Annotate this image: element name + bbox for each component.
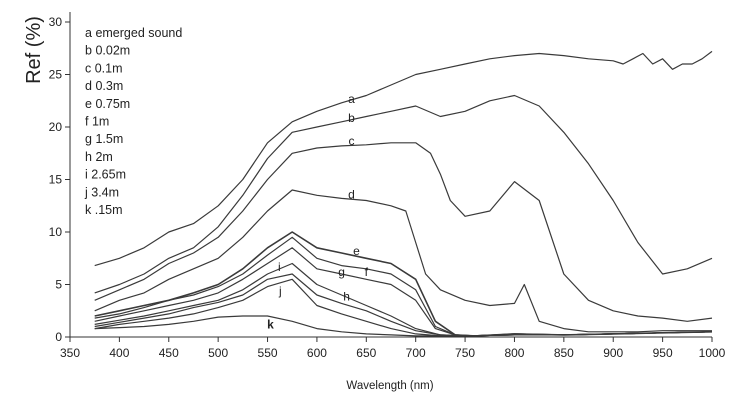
legend-label: 1.5m <box>95 132 123 146</box>
legend-label: 0.75m <box>95 97 130 111</box>
legend-entry-d: d 0.3m <box>85 79 123 93</box>
legend-key: h <box>85 150 95 164</box>
legend-entry-a: a emerged sound <box>85 26 182 40</box>
y-tick-label: 0 <box>55 330 62 344</box>
curve-label-c: c <box>348 134 354 148</box>
series-line-i <box>94 273 713 337</box>
legend-label: 0.1m <box>95 61 123 75</box>
x-tick-label: 650 <box>356 346 376 360</box>
series-line-h <box>94 262 713 337</box>
x-tick-label: 500 <box>208 346 228 360</box>
y-tick-label: 10 <box>49 225 63 239</box>
curve-label-j: j <box>278 284 282 298</box>
series-line-b <box>94 94 713 294</box>
x-tick-label: 550 <box>258 346 278 360</box>
legend-label: 2.65m <box>91 168 126 182</box>
legend-label: emerged sound <box>95 26 182 40</box>
legend-key: g <box>85 132 95 146</box>
legend-entry-b: b 0.02m <box>85 44 130 58</box>
legend-entry-k: k .15m <box>85 203 123 217</box>
legend-entry-e: e 0.75m <box>85 97 130 111</box>
x-tick-label: 700 <box>406 346 426 360</box>
y-tick-label: 5 <box>55 278 62 292</box>
curve-label-e: e <box>353 244 360 258</box>
series-line-c <box>94 142 713 322</box>
legend-label: 3.4m <box>91 185 119 199</box>
x-tick-label: 1000 <box>699 346 726 360</box>
curve-label-a: a <box>348 92 355 106</box>
curve-label-f: f <box>365 265 369 279</box>
legend-key: i <box>85 168 91 182</box>
legend-label: 0.3m <box>95 79 123 93</box>
series-lines <box>94 50 713 337</box>
curve-label-i: i <box>278 260 281 274</box>
x-tick-label: 450 <box>159 346 179 360</box>
x-tick-label: 350 <box>60 346 80 360</box>
x-tick-label: 900 <box>603 346 623 360</box>
curve-label-d: d <box>348 187 355 201</box>
curve-label-h: h <box>343 289 350 303</box>
y-tick-label: 15 <box>49 173 63 187</box>
legend-entry-h: h 2m <box>85 150 113 164</box>
x-tick-label: 850 <box>554 346 574 360</box>
curve-label-b: b <box>348 111 355 125</box>
y-tick-label: 20 <box>49 120 63 134</box>
x-tick-label: 950 <box>653 346 673 360</box>
legend-key: b <box>85 44 95 58</box>
legend-entry-i: i 2.65m <box>85 168 126 182</box>
axes: 0 5 10 15 20 25 30 350 400 450 500 550 600 650 700 750 8… <box>49 12 726 360</box>
y-tick-label: 25 <box>49 68 63 82</box>
legend-key: d <box>85 79 95 93</box>
x-tick-label: 750 <box>455 346 475 360</box>
series-line-e <box>94 231 713 337</box>
legend-entry-f: f 1m <box>85 115 109 129</box>
legend-key: a <box>85 26 95 40</box>
series-line-a <box>94 50 713 267</box>
legend-key: e <box>85 97 95 111</box>
series-line-k <box>94 315 713 337</box>
x-tick-label: 600 <box>307 346 327 360</box>
legend-entry-j: j 3.4m <box>84 185 119 199</box>
legend-entry-c: c 0.1m <box>85 61 123 75</box>
x-axis-label: Wavelength (nm) <box>346 380 433 392</box>
y-axis-label: Ref (%) <box>23 16 45 84</box>
legend-key: c <box>85 61 95 75</box>
series-line-f <box>94 236 713 337</box>
legend-key: k <box>85 203 95 217</box>
legend-label: 0.02m <box>95 44 130 58</box>
x-tick-label: 800 <box>504 346 524 360</box>
curve-label-g: g <box>338 265 345 279</box>
legend-entry-g: g 1.5m <box>85 132 123 146</box>
curve-label-k: k <box>267 318 274 332</box>
series-line-j <box>94 278 713 337</box>
series-line-d <box>94 189 712 333</box>
legend-key: j <box>84 185 91 199</box>
legend-label: 1m <box>92 115 109 129</box>
legend-key: f <box>85 115 92 129</box>
legend-label: 2m <box>95 150 112 164</box>
y-tick-label: 30 <box>49 15 63 29</box>
curve-labels: abc d ef gh ij k <box>267 92 368 332</box>
x-tick-label: 400 <box>109 346 129 360</box>
legend-label: .15m <box>95 203 123 217</box>
